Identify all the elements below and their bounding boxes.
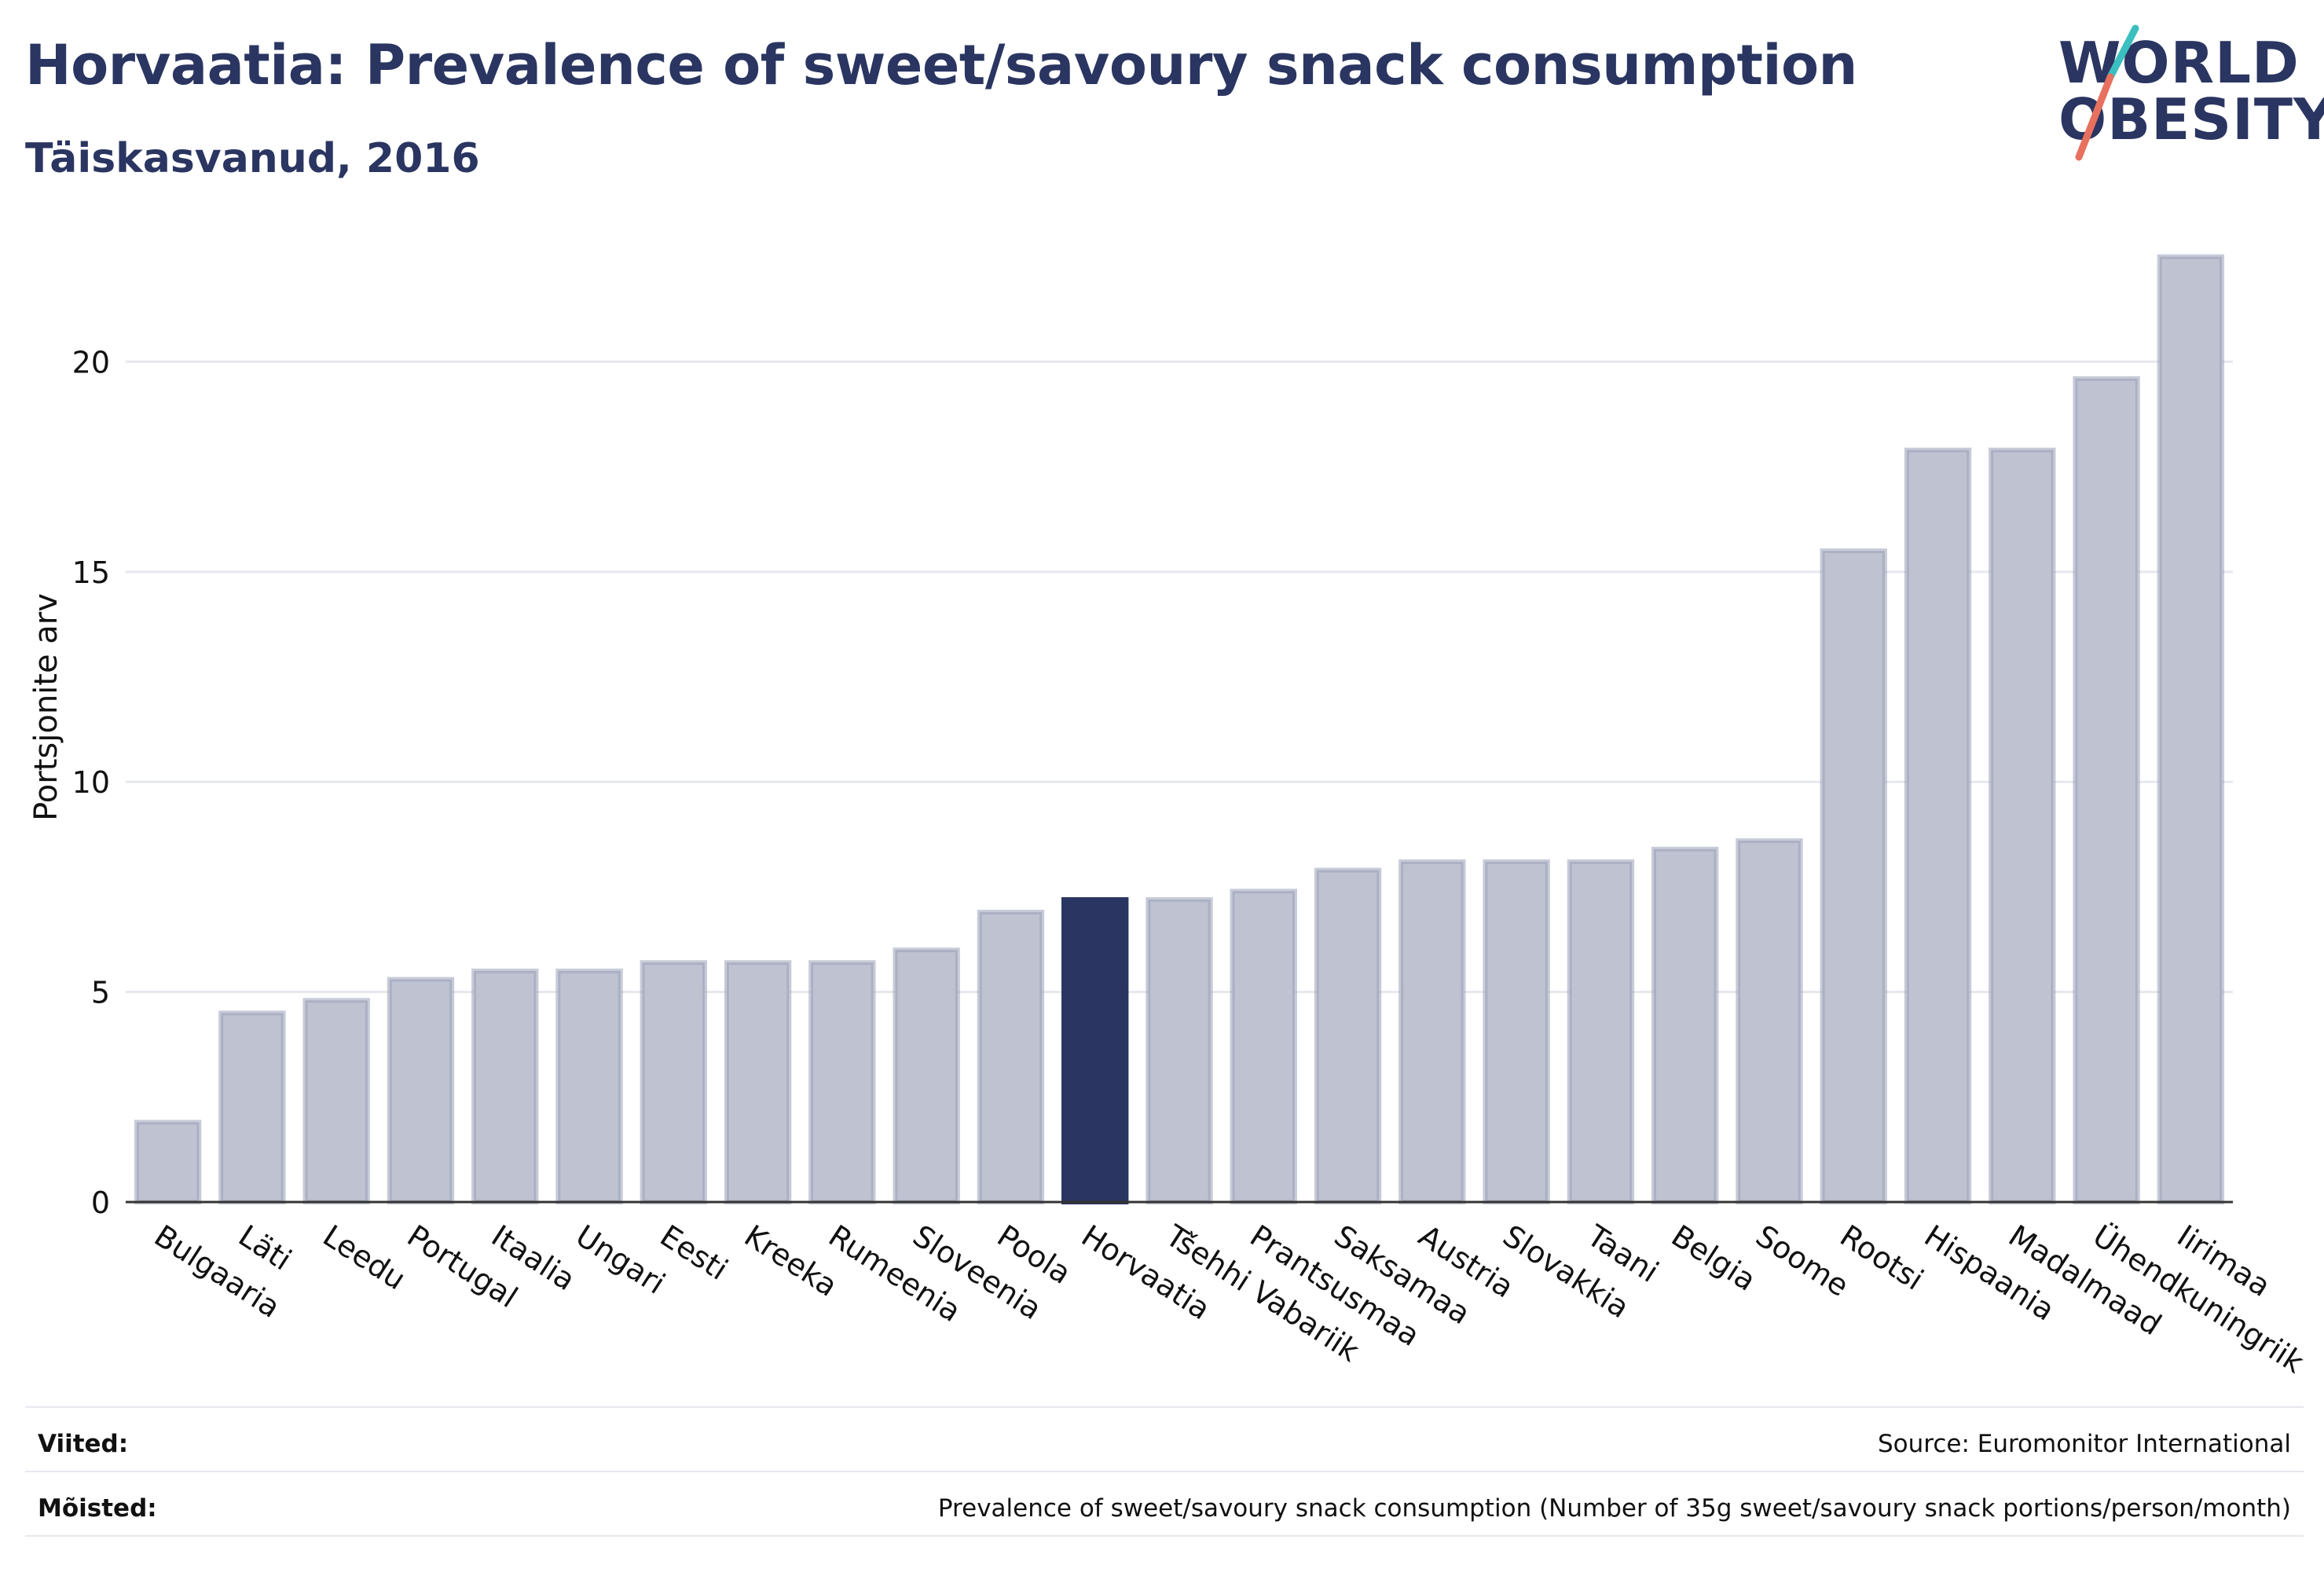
- world-obesity-logo: WORLD OBESITY: [2043, 22, 2324, 163]
- logo-text-world: WORLD: [2058, 30, 2300, 96]
- x-tick-label: Rootsi: [1834, 1219, 1930, 1297]
- bar-eesti: [640, 960, 708, 1205]
- references-label: Viited:: [38, 1430, 129, 1458]
- definitions-label: Mõisted:: [38, 1494, 157, 1523]
- x-tick-label: Ungari: [570, 1219, 671, 1301]
- bar-taani: [1567, 859, 1635, 1204]
- x-tick-label: Kreeka: [739, 1219, 844, 1303]
- bar-poola: [977, 910, 1045, 1204]
- definitions-value: Prevalence of sweet/savoury snack consum…: [937, 1494, 2291, 1523]
- chart-subtitle: Täiskasvanud, 2016: [25, 135, 480, 182]
- bar-sloveenia: [893, 947, 960, 1205]
- footer-divider: [25, 1535, 2304, 1537]
- x-tick-label: Soome: [1750, 1219, 1855, 1303]
- bar-leedu: [302, 998, 370, 1204]
- chart-title: Horvaatia: Prevalence of sweet/savoury s…: [25, 33, 1857, 97]
- y-tick-label: 5: [91, 976, 110, 1010]
- y-tick-label: 15: [72, 555, 110, 590]
- bar-tšehhi-vabariik: [1146, 896, 1213, 1205]
- bar-austria: [1398, 859, 1466, 1204]
- y-axis-label: Portsjonite arv: [28, 593, 64, 821]
- logo-slash-icon: [2075, 24, 2139, 161]
- x-tick-label: Leedu: [317, 1219, 412, 1297]
- footer-divider: [25, 1471, 2304, 1472]
- bar-itaalia: [471, 968, 539, 1204]
- bar-prantsusmaa: [1230, 889, 1297, 1204]
- bar-belgia: [1651, 846, 1719, 1204]
- bar-ungari: [555, 968, 623, 1204]
- y-tick-label: 20: [72, 345, 110, 379]
- bars: [134, 254, 2225, 1205]
- references-value: Source: Euromonitor International: [1877, 1430, 2291, 1458]
- bar-horvaatia: [1061, 896, 1129, 1205]
- bar-portugal: [387, 977, 455, 1204]
- bar-läti: [218, 1010, 286, 1204]
- bar-slovakkia: [1483, 859, 1550, 1204]
- bar-hispaania: [1904, 447, 1972, 1204]
- y-tick-label: 10: [72, 765, 110, 800]
- bar-ühendkuningriik: [2073, 376, 2140, 1205]
- bar-madalmaad: [1989, 447, 2056, 1204]
- bar-kreeka: [724, 960, 792, 1205]
- bar-rumeenia: [808, 960, 876, 1205]
- bar-soome: [1736, 838, 1803, 1204]
- footer-divider: [25, 1406, 2304, 1408]
- bar-saksamaa: [1314, 867, 1382, 1204]
- y-tick-label: 0: [91, 1186, 110, 1220]
- x-tick-label: Belgia: [1666, 1219, 1762, 1298]
- bar-rootsi: [1820, 548, 1887, 1204]
- bar-bulgaaria: [134, 1120, 202, 1205]
- bar-iirimaa: [2157, 254, 2225, 1204]
